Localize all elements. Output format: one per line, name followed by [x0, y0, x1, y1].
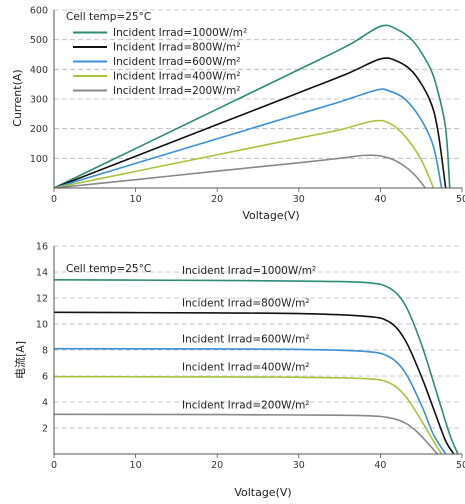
series-line-4 [53, 413, 439, 455]
y-tick-label: 2 [42, 424, 48, 435]
chart1-series [53, 24, 451, 189]
chart2-axes [53, 246, 463, 458]
legend-label: Incident Irrad=1000W/m² [113, 27, 247, 39]
y-tick-label: 12 [36, 294, 48, 305]
y-tick-label: 300 [30, 95, 48, 106]
chart1-xlabel: Voltage(V) [242, 209, 299, 222]
y-tick-label: 4 [42, 398, 48, 409]
legend-label: Incident Irrad=600W/m² [113, 56, 241, 68]
series-line-1 [53, 57, 447, 189]
iv-chart-current-cn: 2 4 6 8 10 12 14 16 0 10 20 30 40 50 Cell temp=25°C I… [13, 242, 465, 500]
x-tick-label: 20 [211, 194, 223, 205]
x-tick-label: 30 [293, 460, 305, 471]
chart1-legend: Incident Irrad=1000W/m² Incident Irrad=80… [73, 27, 247, 97]
chart1-axes [53, 10, 463, 192]
y-tick-label: 200 [30, 124, 48, 135]
y-tick-label: 600 [30, 6, 48, 17]
series-label: Incident Irrad=200W/m² [182, 399, 310, 411]
y-tick-label: 10 [36, 320, 48, 331]
series-label: Incident Irrad=600W/m² [182, 334, 310, 346]
series-line-3 [53, 375, 443, 455]
chart1-ticks: 100 200 300 400 500 600 0 10 20 30 40 50 [30, 6, 465, 206]
chart1-ylabel: Current(A) [11, 69, 24, 126]
series-label: Incident Irrad=1000W/m² [182, 265, 316, 277]
x-tick-label: 20 [211, 460, 223, 471]
y-tick-label: 8 [42, 346, 48, 357]
series-line-4 [53, 154, 426, 189]
y-tick-label: 14 [36, 268, 48, 279]
x-tick-label: 50 [456, 194, 465, 205]
x-tick-label: 50 [456, 460, 465, 471]
x-tick-label: 10 [130, 194, 142, 205]
series-label: Incident Irrad=800W/m² [182, 297, 310, 309]
chart2-annotation: Cell temp=25°C [66, 263, 151, 275]
x-tick-label: 40 [374, 194, 386, 205]
chart1-grid [54, 9, 462, 159]
series-line-1 [53, 311, 455, 455]
chart2-ylabel: 电流[A] [13, 341, 27, 379]
x-tick-label: 10 [130, 460, 142, 471]
iv-chart-current: 100 200 300 400 500 600 0 10 20 30 40 50 Cell temp=… [11, 6, 465, 223]
y-tick-label: 6 [42, 372, 48, 383]
x-tick-label: 30 [293, 194, 305, 205]
legend-label: Incident Irrad=800W/m² [113, 42, 241, 54]
series-line-2 [53, 88, 443, 189]
x-tick-label: 40 [374, 460, 386, 471]
y-tick-label: 100 [30, 154, 48, 165]
y-tick-label: 500 [30, 35, 48, 46]
chart2-ticks: 2 4 6 8 10 12 14 16 0 10 20 30 40 50 [36, 242, 465, 472]
legend-label: Incident Irrad=200W/m² [113, 85, 241, 97]
chart2-xlabel: Voltage(V) [234, 486, 291, 499]
series-line-0 [53, 279, 459, 455]
series-line-0 [53, 24, 451, 189]
series-label: Incident Irrad=400W/m² [182, 362, 310, 374]
y-tick-label: 400 [30, 65, 48, 76]
y-tick-label: 16 [36, 242, 48, 253]
legend-label: Incident Irrad=400W/m² [113, 71, 241, 83]
series-line-3 [53, 119, 435, 189]
chart1-annotation: Cell temp=25°C [66, 11, 151, 23]
chart2-series [53, 279, 459, 455]
x-tick-label: 0 [51, 194, 57, 205]
x-tick-label: 0 [51, 460, 57, 471]
series-line-2 [53, 347, 447, 455]
chart2-labels: Incident Irrad=1000W/m² Incident Irrad=80… [182, 265, 316, 412]
